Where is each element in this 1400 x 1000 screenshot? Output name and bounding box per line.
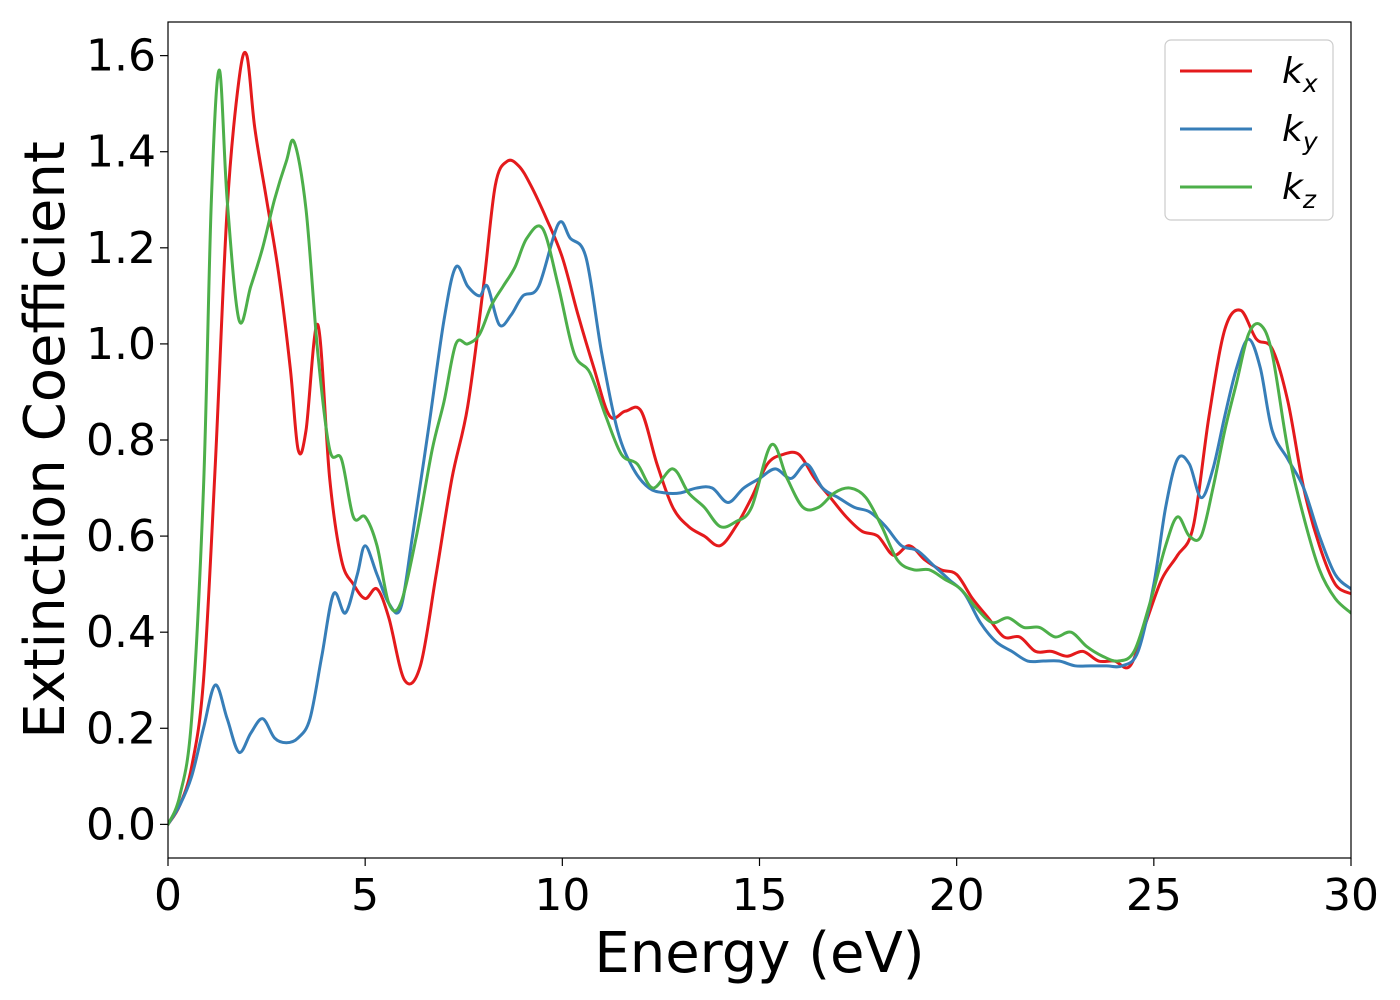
plot-background	[168, 22, 1351, 858]
y-tick-label: 1.4	[86, 127, 156, 178]
y-tick-label: 0.0	[86, 799, 156, 850]
x-axis: 0 5 10 15 20 25 30	[154, 858, 1379, 921]
legend-label-kx: kx	[1282, 51, 1318, 98]
y-tick-label: 0.4	[86, 607, 156, 658]
y-axis: 0.0 0.2 0.4 0.6 0.8 1.0 1.2 1.4 1.6	[86, 31, 168, 850]
legend-label-kz: kz	[1282, 167, 1317, 214]
legend-label-ky: ky	[1282, 109, 1319, 156]
series-layer	[168, 50, 1351, 826]
legend: kx ky kz	[1164, 39, 1334, 221]
y-axis-label: Extinction Coefficient	[13, 141, 78, 739]
series-line-kx	[168, 50, 1351, 826]
x-tick-label: 20	[929, 870, 985, 921]
y-tick-label: 0.8	[86, 415, 156, 466]
series-line-ky	[168, 220, 1351, 826]
x-tick-label: 10	[534, 870, 590, 921]
x-axis-label: Energy (eV)	[594, 921, 924, 986]
x-tick-label: 15	[732, 870, 788, 921]
y-tick-label: 1.2	[86, 223, 156, 274]
x-tick-label: 25	[1126, 870, 1182, 921]
series-line-kz	[168, 68, 1351, 826]
y-tick-label: 1.6	[86, 31, 156, 82]
y-tick-label: 0.2	[86, 703, 156, 754]
x-tick-label: 0	[154, 870, 182, 921]
y-tick-label: 1.0	[86, 319, 156, 370]
x-tick-label: 30	[1323, 870, 1379, 921]
x-tick-label: 5	[351, 870, 379, 921]
y-tick-label: 0.6	[86, 511, 156, 562]
